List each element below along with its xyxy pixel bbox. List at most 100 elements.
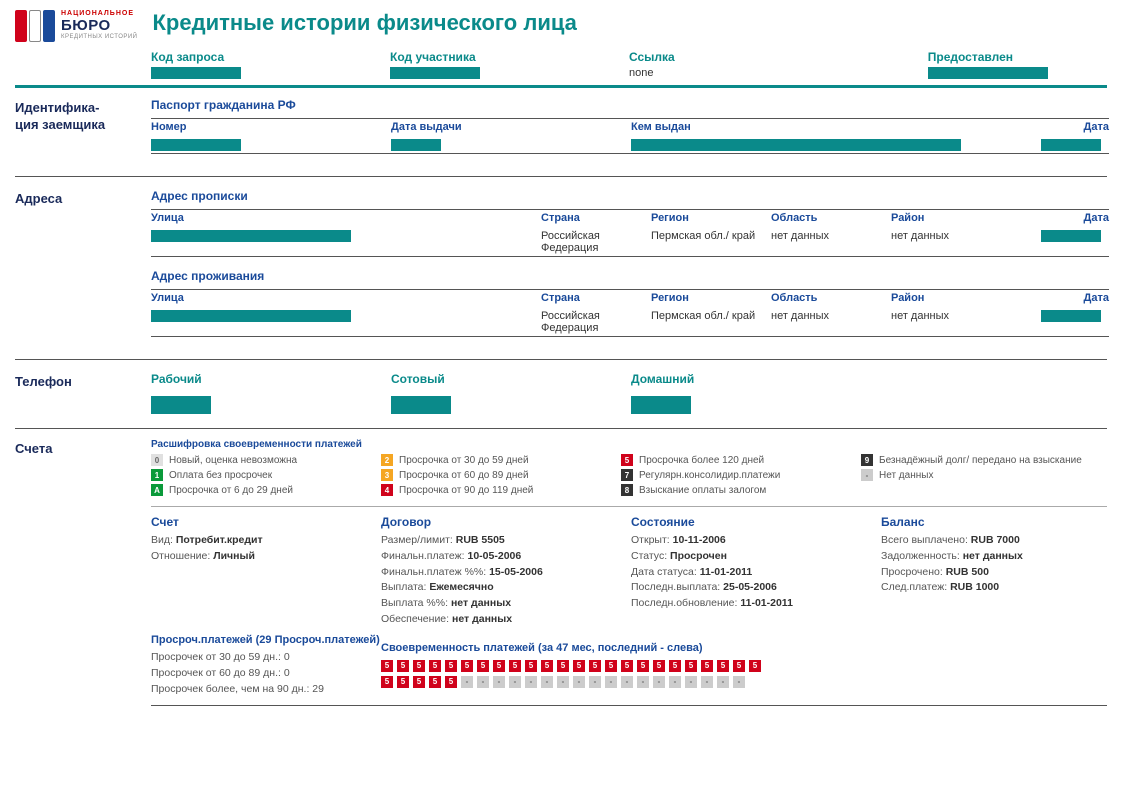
timeline-cell: - <box>685 676 697 688</box>
divider <box>151 153 1109 154</box>
redacted-value <box>391 396 451 414</box>
timeline-cell: 5 <box>621 660 633 672</box>
timeline-cell: 5 <box>541 660 553 672</box>
timeline-cell: 5 <box>429 676 441 688</box>
phone-col: Рабочий <box>151 372 391 414</box>
meta-col: Предоставлен <box>928 50 1107 79</box>
field-col: Областьнет данных <box>771 212 891 254</box>
timeline-row-1: 555555555555555555555555 <box>381 660 1107 672</box>
timeline-cell: - <box>717 676 729 688</box>
timeline-cell: 5 <box>397 676 409 688</box>
timeline-cell: - <box>573 676 585 688</box>
legend-item: 5Просрочка более 120 дней <box>621 454 851 466</box>
timeline-cell: - <box>477 676 489 688</box>
redacted-value <box>151 67 241 79</box>
timeline-cell: - <box>637 676 649 688</box>
account-row: Финальн.платеж: 10-05-2006 <box>381 549 631 565</box>
legend-text: Регулярн.консолидир.платежи <box>639 470 780 481</box>
timeline-cell: 5 <box>557 660 569 672</box>
redacted-value <box>151 396 211 414</box>
field-value: нет данных <box>891 310 1041 322</box>
timeline-cell: 5 <box>493 660 505 672</box>
timeline-cell: - <box>605 676 617 688</box>
legend-item: 2Просрочка от 30 до 59 дней <box>381 454 611 466</box>
address-row: УлицаСтранаРоссийская ФедерацияРегионПер… <box>151 292 1109 334</box>
legend-text: Просрочка от 30 до 59 дней <box>399 455 529 466</box>
legend-text: Просрочка от 60 до 89 дней <box>399 470 529 481</box>
redacted-value <box>631 139 961 151</box>
meta-label: Код участника <box>390 50 629 64</box>
account-col: СчетВид: Потребит.кредитОтношение: Личны… <box>151 513 381 628</box>
account-row: Выплата %%: нет данных <box>381 596 631 612</box>
identification-fields: НомерДата выдачиКем выданДата <box>151 121 1109 151</box>
meta-col: Код участника <box>390 50 629 79</box>
legend-item: 0Новый, оценка невозможна <box>151 454 371 466</box>
late-row: Просрочек от 30 до 59 дн.: 0 <box>151 650 381 666</box>
header-row: НАЦИОНАЛЬНОЕ БЮРО КРЕДИТНЫХ ИСТОРИЙ Кред… <box>15 10 1107 42</box>
accounts-body: Расшифровка своевременности платежей 0Но… <box>151 439 1107 708</box>
account-row: След.платеж: RUB 1000 <box>881 580 1101 596</box>
legend-square: 8 <box>621 484 633 496</box>
timeline-cell: - <box>669 676 681 688</box>
legend-text: Оплата без просрочек <box>169 470 272 481</box>
timeline-cell: 5 <box>701 660 713 672</box>
account-col-head: Состояние <box>631 513 881 531</box>
timeline-cell: - <box>509 676 521 688</box>
phone-fields: РабочийСотовыйДомашний <box>151 372 1107 414</box>
account-row: Статус: Просрочен <box>631 549 881 565</box>
field-label: Район <box>891 292 1041 304</box>
legend-square: 1 <box>151 469 163 481</box>
redacted-value <box>1041 310 1101 322</box>
account-row: Последн.обновление: 11-01-2011 <box>631 596 881 612</box>
late-row: Просрочек от 60 до 89 дн.: 0 <box>151 666 381 682</box>
address-row: УлицаСтранаРоссийская ФедерацияРегионПер… <box>151 212 1109 254</box>
legend-item: 8Взыскание оплаты залогом <box>621 484 851 496</box>
section-label-identification: Идентифика-ция заемщика <box>15 98 151 166</box>
field-col: Улица <box>151 212 541 254</box>
legend-item <box>861 484 1107 496</box>
section-label-phone: Телефон <box>15 372 151 414</box>
legend-text: Просрочка от 90 до 119 дней <box>399 485 533 496</box>
legend-item: AПросрочка от 6 до 29 дней <box>151 484 371 496</box>
page-title: Кредитные истории физического лица <box>153 10 577 36</box>
section-phone: Телефон РабочийСотовыйДомашний <box>15 372 1107 414</box>
timeline-cell: 5 <box>445 660 457 672</box>
timeline-cell: 5 <box>685 660 697 672</box>
field-label: Номер <box>151 121 391 133</box>
account-row: Выплата: Ежемесячно <box>381 580 631 596</box>
timeline-cell: 5 <box>397 660 409 672</box>
timeline-cell: 5 <box>429 660 441 672</box>
section-identification: Идентифика-ция заемщика Паспорт граждани… <box>15 98 1107 166</box>
redacted-value <box>391 139 441 151</box>
timeline-cell: - <box>589 676 601 688</box>
redacted-value <box>151 310 351 322</box>
timeline-cell: - <box>493 676 505 688</box>
redacted-value <box>151 230 351 242</box>
field-col: Районнет данных <box>891 212 1041 254</box>
timeline-cell: 5 <box>669 660 681 672</box>
legend-item: -Нет данных <box>861 469 1107 481</box>
timeline-cell: 5 <box>461 660 473 672</box>
timeline-cell: 5 <box>653 660 665 672</box>
field-value: Пермская обл./ край <box>651 310 771 322</box>
divider-thick <box>15 85 1107 88</box>
field-value: Российская Федерация <box>541 230 651 254</box>
field-col: СтранаРоссийская Федерация <box>541 212 651 254</box>
divider <box>15 428 1107 429</box>
account-box: СчетВид: Потребит.кредитОтношение: Личны… <box>151 506 1107 697</box>
phone-col: Домашний <box>631 372 931 414</box>
address-subtitle: Адрес прописки <box>151 189 1109 203</box>
account-col-head: Баланс <box>881 513 1101 531</box>
account-row: Задолженность: нет данных <box>881 549 1101 565</box>
field-label: Область <box>771 292 891 304</box>
legend-square: A <box>151 484 163 496</box>
divider <box>151 705 1107 706</box>
account-col: БалансВсего выплачено: RUB 7000Задолженн… <box>881 513 1101 628</box>
legend-square: 9 <box>861 454 873 466</box>
timeline-block: Своевременность платежей (за 47 мес, пос… <box>381 632 1107 698</box>
field-value: нет данных <box>891 230 1041 242</box>
redacted-value <box>631 396 691 414</box>
legend-square: 0 <box>151 454 163 466</box>
logo-sub: КРЕДИТНЫХ ИСТОРИЙ <box>61 34 138 40</box>
meta-label: Код запроса <box>151 50 390 64</box>
